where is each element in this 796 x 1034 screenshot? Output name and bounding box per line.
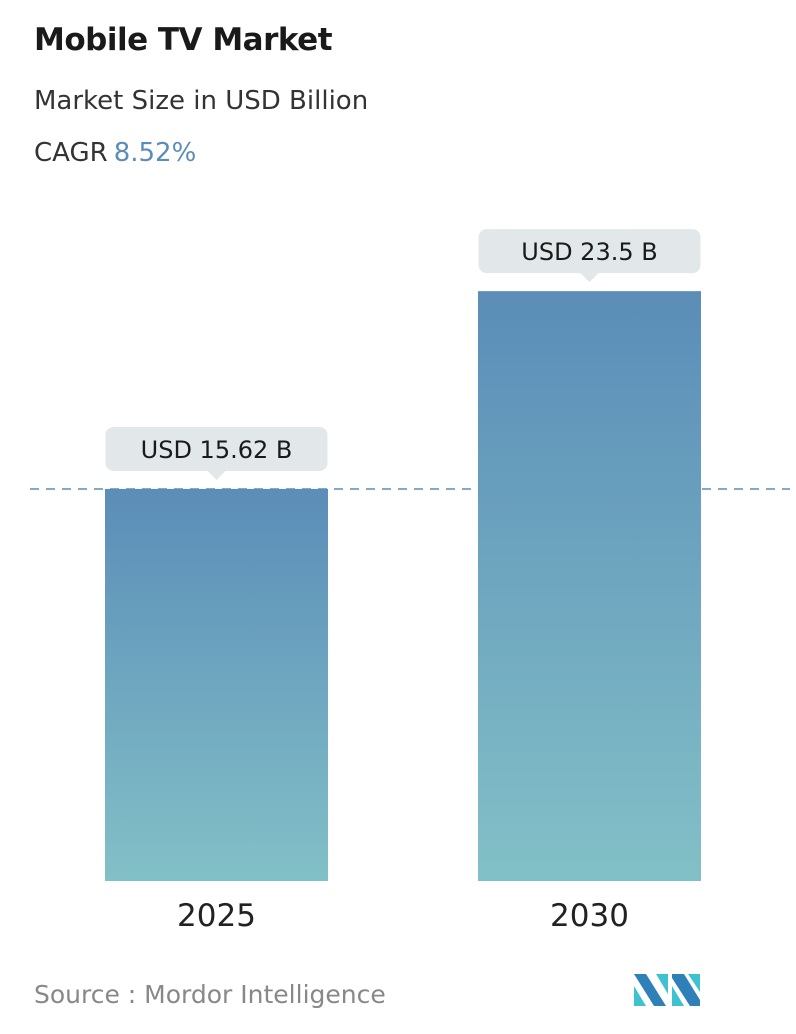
data-label-box (105, 426, 328, 471)
source-text: Source : Mordor Intelligence (34, 980, 386, 1009)
data-label-box (478, 229, 701, 274)
x-tick-label: 2030 (550, 898, 629, 934)
data-label-pointer (207, 470, 226, 480)
x-tick-label: 2025 (177, 898, 256, 934)
data-label-pointer (580, 273, 599, 283)
cagr-label: CAGR (34, 138, 108, 168)
cagr: CAGR 8.52% (34, 138, 196, 168)
data-label: USD 15.62 B (141, 436, 293, 464)
bar-2030 (478, 291, 701, 881)
chart-title: Mobile TV Market (34, 22, 333, 58)
cagr-value: 8.52% (113, 138, 197, 168)
bar-2025 (105, 488, 328, 881)
chart-subtitle: Market Size in USD Billion (34, 86, 369, 116)
mordor-intelligence-logo (634, 974, 700, 1006)
data-label: USD 23.5 B (521, 238, 657, 266)
